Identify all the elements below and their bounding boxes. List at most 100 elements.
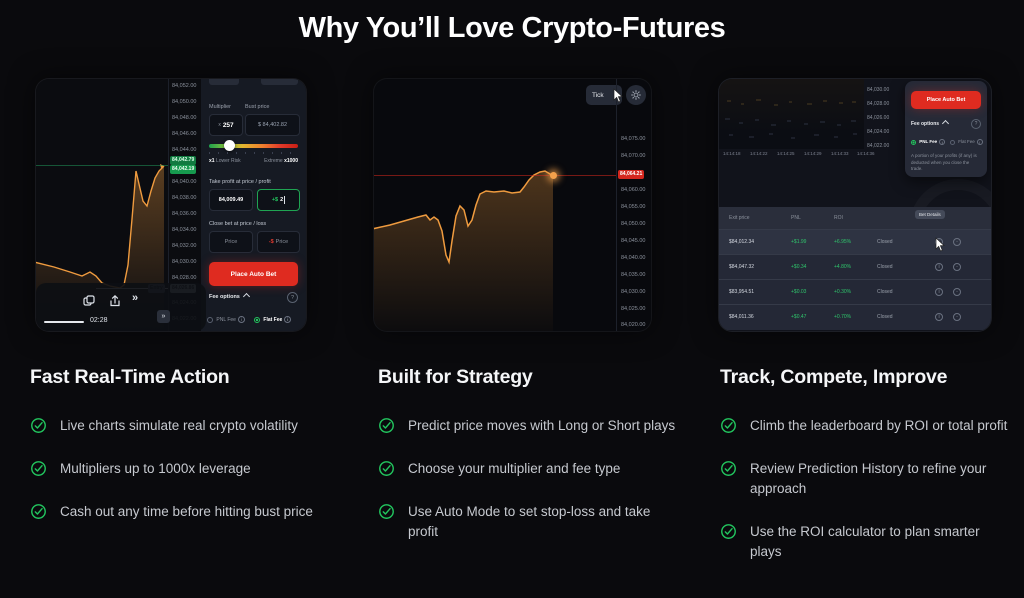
collapse-axis-button[interactable]: » (157, 310, 170, 323)
roi-cell: +0.70% (834, 314, 852, 320)
risk-max-label: Extreme x1000 (264, 158, 298, 164)
info-icon: i (284, 316, 292, 323)
bust-price-field[interactable]: $ 84,402.82 (245, 114, 300, 136)
info-icon[interactable]: i (935, 313, 943, 321)
details-icon[interactable]: ◦ (953, 288, 961, 296)
price-axis-label: 84,030.00 (867, 87, 890, 93)
multiplier-prefix: x (218, 122, 221, 128)
roi-cell: +4.80% (834, 264, 852, 270)
mini-chart-area (719, 79, 864, 149)
feature-screenshots-row: 84,052.00 84,050.00 84,048.00 84,046.00 … (0, 78, 1024, 332)
column-header: ROI (834, 215, 843, 221)
pnl-cell: +$0.03 (791, 289, 807, 295)
video-progress-bar[interactable] (44, 321, 84, 323)
table-row[interactable]: $83,954.51 +$0.03 +0.30% Closed i ◦ (719, 279, 991, 305)
info-icon: i (237, 316, 245, 323)
risk-slider-knob[interactable] (224, 140, 235, 151)
fee-options-toggle[interactable]: Fee options (911, 120, 950, 128)
details-icon[interactable]: ◦ (953, 238, 961, 246)
price-axis-label: 84,050.00 (172, 99, 197, 105)
price-axis-label: 84,034.00 (172, 227, 197, 233)
multiplier-value: 257 (222, 121, 234, 129)
bullet-item: Multipliers up to 1000x leverage (30, 459, 342, 479)
bullet-item: Predict price moves with Long or Short p… (378, 416, 678, 436)
share-icon[interactable] (108, 294, 122, 308)
table-row[interactable]: $84,012.34 +$1.99 +6.95% Closed i ◦ (719, 229, 991, 255)
details-icon[interactable]: ◦ (953, 313, 961, 321)
time-axis-label: 14:14:22 (750, 151, 768, 156)
feature-heading: Fast Real-Time Action (30, 366, 230, 388)
risk-slider-track[interactable] (209, 144, 298, 148)
bullet-text: Use Auto Mode to set stop-loss and take … (408, 504, 651, 539)
price-axis-label: 84,030.00 (621, 289, 646, 295)
table-row[interactable]: $84,011.36 +$0.47 +0.70% Closed i ◦ (719, 304, 991, 330)
live-price-dot (550, 172, 557, 179)
bullet-item: Use the ROI calculator to plan smarter p… (720, 522, 1010, 562)
take-profit-amount-input[interactable]: +$ 2 (257, 189, 300, 211)
table-row[interactable]: $84,047.32 +$0.34 +4.80% Closed i ◦ (719, 254, 991, 280)
video-controls-overlay: » 02:28 (36, 283, 206, 331)
info-icon[interactable]: i (935, 263, 943, 271)
price-axis-label: 84,032.00 (172, 243, 197, 249)
help-icon[interactable]: ? (971, 119, 981, 129)
pnl-fee-radio[interactable]: PNL Fee i (911, 139, 946, 145)
live-price-tag: 84,064.21 (618, 170, 645, 179)
price-axis-label: 84,025.00 (621, 306, 646, 312)
price-axis-label: 84,075.00 (621, 136, 646, 142)
bullet-text: Cash out any time before hitting bust pr… (60, 504, 313, 519)
price-axis: 84,030.00 84,028.00 84,026.00 84,024.00 … (867, 79, 899, 149)
close-loss-input[interactable]: -$ Price (257, 231, 300, 253)
fee-options-toggle[interactable]: Fee options (209, 293, 250, 301)
price-axis-label: 84,038.00 (172, 195, 197, 201)
multiplier-input[interactable]: x 257 (209, 114, 243, 136)
check-circle-icon (31, 504, 46, 519)
price-axis-label: 84,048.00 (172, 115, 197, 121)
place-auto-bet-button[interactable]: Place Auto Bet (209, 262, 298, 286)
take-profit-price-input[interactable]: 84,009.49 (209, 189, 253, 211)
price-axis-label: 84,045.00 (621, 238, 646, 244)
chart-settings-button[interactable] (626, 85, 646, 105)
flat-fee-radio[interactable]: Flat Fee i (254, 316, 292, 323)
info-icon: i (976, 139, 983, 145)
take-profit-label: Take profit at price / profit (209, 179, 271, 185)
bullet-text: Multipliers up to 1000x leverage (60, 461, 251, 476)
tick-button-label: Tick (592, 91, 604, 99)
help-icon[interactable]: ? (287, 292, 298, 303)
radio-icon-selected (254, 316, 260, 323)
screenshot-auto-bet-terminal: 84,052.00 84,050.00 84,048.00 84,046.00 … (35, 78, 307, 332)
place-auto-bet-button[interactable]: Place Auto Bet (911, 91, 981, 109)
bust-price-tag: 84,042.79 (170, 156, 197, 165)
close-bet-label: Close bet at price / loss (209, 221, 267, 227)
history-table: Exit price PNL ROI $84,012.34 +$1.99 +6.… (719, 207, 991, 331)
bullet-item: Cash out any time before hitting bust pr… (30, 502, 342, 522)
bullet-item: Review Prediction History to refine your… (720, 459, 1010, 499)
tick-mode-button[interactable]: Tick (586, 85, 622, 105)
price-axis-label: 84,020.00 (621, 322, 646, 328)
time-axis-label: 14:14:18 (723, 151, 741, 156)
close-price-input[interactable]: Price (209, 231, 253, 253)
bullet-text: Review Prediction History to refine your… (750, 461, 987, 496)
info-icon: i (939, 139, 946, 145)
fast-forward-icon[interactable]: » (132, 292, 139, 304)
check-circle-icon (721, 418, 736, 433)
fee-caption: A portion of your profits (if any) is de… (911, 153, 977, 171)
exit-price-cell: $83,954.51 (729, 289, 755, 295)
info-icon[interactable]: i (935, 288, 943, 296)
pnl-cell: +$0.47 (791, 314, 807, 320)
price-axis-label: 84,035.00 (621, 272, 646, 278)
pnl-fee-radio[interactable]: PNL Fee i (207, 316, 245, 323)
feature-bullet-list: Climb the leaderboard by ROI or total pr… (720, 416, 1010, 562)
feature-column-track: Track, Compete, Improve Climb the leader… (720, 366, 1010, 585)
risk-min-label: x1 Lower Risk (209, 158, 241, 164)
details-icon[interactable]: ◦ (953, 263, 961, 271)
copy-icon[interactable] (82, 294, 96, 308)
feature-heading: Track, Compete, Improve (720, 366, 948, 388)
time-axis-label: 14:14:36 (857, 151, 875, 156)
radio-icon (207, 316, 213, 323)
status-cell: Closed (877, 314, 893, 320)
bullet-text: Use the ROI calculator to plan smarter p… (750, 524, 980, 559)
order-panel: Place Auto Bet Fee options ? PNL Fee i Fl… (905, 81, 987, 177)
pnl-cell: +$0.34 (791, 264, 807, 270)
flat-fee-radio[interactable]: Flat Fee i (950, 139, 983, 145)
price-axis-label: 84,050.00 (621, 221, 646, 227)
